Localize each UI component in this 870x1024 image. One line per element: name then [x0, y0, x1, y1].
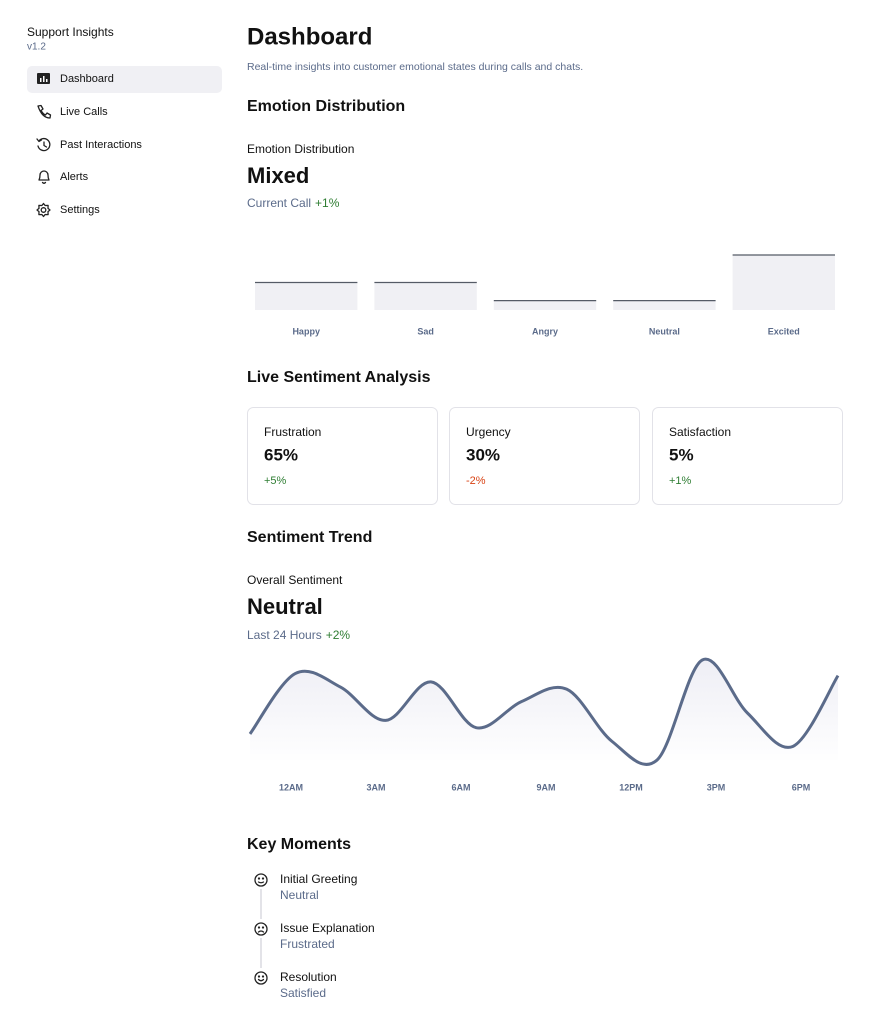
card-change: +1%	[669, 475, 692, 487]
metric-period: Last 24 Hours +2%	[247, 628, 350, 642]
x-label: 6AM	[451, 782, 470, 792]
card: Frustration 65% +5%	[247, 407, 438, 505]
card-border	[652, 407, 843, 505]
card-border	[247, 407, 438, 505]
nav-item[interactable]: Alerts	[60, 171, 89, 183]
card-title: Satisfaction	[669, 425, 731, 439]
bar	[613, 300, 716, 310]
moment-title: Resolution	[280, 970, 337, 984]
icon-dashboard	[37, 73, 50, 84]
x-label: 3AM	[366, 782, 385, 792]
x-label: Neutral	[649, 326, 680, 336]
page-title: Dashboard	[247, 23, 372, 50]
nav-item[interactable]: Settings	[60, 204, 100, 216]
x-label: 12AM	[279, 782, 303, 792]
nav-item[interactable]: Dashboard	[60, 73, 114, 85]
card-border	[449, 407, 640, 505]
metric-value: Mixed	[247, 163, 309, 188]
card-value: 65%	[264, 445, 298, 464]
section-heading: Sentiment Trend	[247, 529, 372, 546]
x-label: 12PM	[619, 782, 643, 792]
trend-area	[250, 659, 838, 765]
period: Last 24 Hours	[247, 628, 322, 642]
page-subtitle: Real-time insights into customer emotion…	[247, 61, 583, 73]
card-title: Frustration	[264, 425, 321, 439]
icon-happy	[254, 971, 268, 985]
change: +1%	[315, 196, 340, 210]
nav-item[interactable]: Live Calls	[60, 106, 108, 118]
line-chart: 12AM 3AM 6AM 9AM 12PM 3PM 6PM	[248, 657, 840, 792]
x-label: Angry	[532, 326, 558, 336]
nav-item[interactable]: Past Interactions	[60, 139, 142, 151]
metric-label: Overall Sentiment	[247, 573, 343, 587]
section-heading: Emotion Distribution	[247, 98, 405, 115]
moment-status: Satisfied	[280, 986, 326, 1000]
icon-phone	[37, 104, 52, 119]
card: Satisfaction 5% +1%	[652, 407, 843, 505]
icon-history	[36, 137, 51, 152]
x-label: Excited	[768, 326, 800, 336]
card-value: 30%	[466, 445, 500, 464]
card-change: -2%	[466, 475, 486, 487]
moment-title: Issue Explanation	[280, 921, 375, 935]
moment-status: Neutral	[280, 888, 319, 902]
app-version: v1.2	[27, 42, 46, 53]
icon-settings	[36, 202, 51, 218]
x-label: Sad	[417, 326, 434, 336]
moment-status: Frustrated	[280, 937, 335, 951]
metric-label: Emotion Distribution	[247, 142, 354, 156]
card-value: 5%	[669, 445, 694, 464]
trend-line	[248, 657, 840, 766]
bar	[255, 282, 358, 310]
change: +2%	[326, 628, 351, 642]
metric-period: Current Call +1%	[247, 196, 340, 210]
card-change: +5%	[264, 475, 287, 487]
bar-chart: Happy Sad Angry Neutral Excited	[255, 254, 835, 336]
card-title: Urgency	[466, 425, 511, 439]
bar	[493, 300, 597, 310]
x-label: Happy	[292, 326, 320, 336]
icon-bell	[38, 170, 50, 184]
section-heading: Key Moments	[247, 836, 351, 853]
nav-icons	[36, 73, 52, 218]
period: Current Call	[247, 196, 311, 210]
app-title: Support Insights	[27, 25, 114, 39]
icon-sad	[254, 922, 268, 936]
x-label: 9AM	[536, 782, 555, 792]
nav-active-bg	[27, 66, 222, 93]
x-label: 3PM	[707, 782, 726, 792]
moment-title: Initial Greeting	[280, 872, 357, 886]
bar	[374, 282, 477, 310]
card: Urgency 30% -2%	[449, 407, 640, 505]
x-label: 6PM	[792, 782, 811, 792]
metric-value: Neutral	[247, 594, 323, 619]
section-heading: Live Sentiment Analysis	[247, 369, 431, 386]
bar	[732, 255, 835, 310]
icon-neutral	[254, 873, 268, 887]
